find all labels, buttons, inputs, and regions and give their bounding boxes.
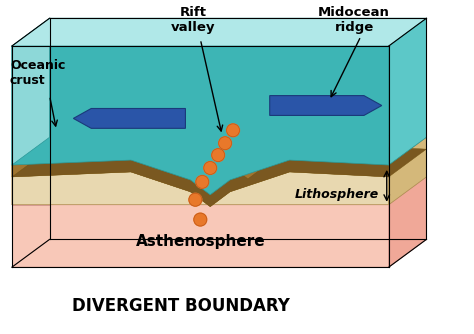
Text: Asthenosphere: Asthenosphere: [136, 234, 265, 249]
Polygon shape: [12, 18, 427, 46]
Circle shape: [194, 213, 207, 226]
Polygon shape: [12, 160, 389, 207]
Polygon shape: [12, 18, 50, 165]
Polygon shape: [12, 46, 389, 195]
Polygon shape: [270, 96, 382, 116]
Polygon shape: [389, 18, 427, 165]
Text: Midocean
ridge: Midocean ridge: [318, 6, 390, 34]
Polygon shape: [12, 177, 427, 205]
Circle shape: [219, 137, 231, 150]
Polygon shape: [389, 137, 427, 205]
Polygon shape: [50, 177, 427, 239]
Text: Rift
valley: Rift valley: [171, 6, 216, 34]
Polygon shape: [12, 132, 427, 195]
Circle shape: [212, 149, 225, 162]
Text: Oceanic
crust: Oceanic crust: [10, 59, 65, 87]
Circle shape: [204, 162, 217, 174]
Polygon shape: [389, 177, 427, 267]
Polygon shape: [12, 144, 427, 207]
Polygon shape: [12, 239, 427, 267]
Polygon shape: [12, 160, 389, 205]
Circle shape: [189, 193, 202, 206]
Polygon shape: [73, 109, 185, 128]
Polygon shape: [12, 205, 389, 267]
Polygon shape: [50, 18, 427, 167]
Text: Lithosphere: Lithosphere: [294, 188, 379, 201]
Circle shape: [196, 175, 209, 188]
Text: DIVERGENT BOUNDARY: DIVERGENT BOUNDARY: [72, 297, 290, 315]
Circle shape: [227, 124, 239, 137]
